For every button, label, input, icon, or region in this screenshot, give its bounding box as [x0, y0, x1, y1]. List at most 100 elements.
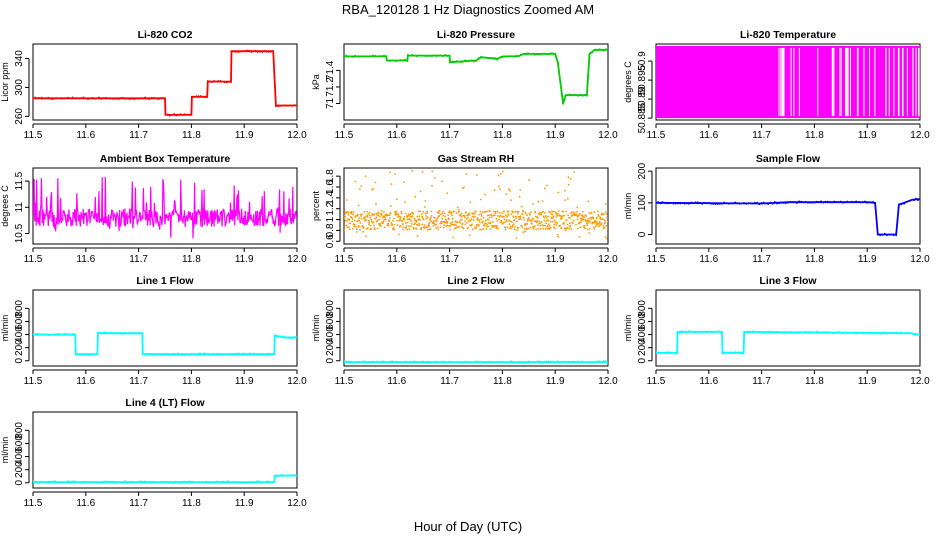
series-point: [487, 218, 490, 221]
series-point: [486, 210, 488, 213]
series-point: [87, 354, 90, 356]
series-point: [111, 98, 114, 100]
series-point: [465, 218, 468, 220]
series-point: [853, 332, 856, 335]
y-tick-label: 0: [14, 480, 25, 486]
y-tick-label: 1: [325, 216, 336, 222]
series-point: [435, 223, 438, 226]
series-point: [794, 332, 796, 334]
series-point: [219, 79, 222, 82]
series-point: [452, 236, 454, 239]
series-point: [699, 201, 701, 204]
x-tick-label: 11.9: [858, 376, 877, 387]
series-point: [96, 352, 99, 355]
series-point: [124, 480, 126, 483]
series-point: [106, 480, 109, 483]
series-point: [407, 225, 410, 228]
y-tick-label: 0.6: [325, 234, 336, 248]
series-point: [230, 65, 233, 67]
series-point: [424, 361, 427, 364]
series-point: [212, 353, 214, 355]
series-point: [559, 214, 562, 217]
series-point: [512, 211, 514, 214]
series-point: [743, 202, 745, 204]
series-point: [67, 96, 70, 99]
series-point: [351, 228, 354, 230]
series-point: [271, 481, 273, 484]
x-tick-label: 11.5: [335, 254, 354, 265]
series-point: [544, 228, 547, 230]
series-point: [466, 222, 469, 224]
series-point: [438, 214, 441, 217]
series-point: [552, 360, 554, 363]
y-tick-label: 400: [14, 326, 25, 343]
series-point: [576, 206, 579, 209]
series-point: [677, 202, 679, 205]
series-point: [537, 217, 539, 219]
series-point: [490, 214, 493, 217]
series-point: [141, 332, 144, 335]
plot-frame: [32, 289, 298, 367]
series-point: [289, 104, 291, 107]
series-point: [583, 216, 586, 219]
series-point: [817, 201, 820, 203]
series-point: [358, 361, 361, 363]
series-point: [383, 218, 386, 221]
series-point: [99, 331, 102, 334]
series-point: [172, 482, 175, 484]
series-point: [206, 96, 209, 98]
series-point: [368, 214, 371, 217]
series-point: [549, 211, 551, 214]
series-point: [196, 481, 199, 484]
series-point: [483, 224, 486, 227]
series-point: [457, 208, 460, 211]
series-point: [466, 60, 469, 62]
series-point: [353, 225, 355, 228]
series-point: [400, 361, 403, 364]
series-point: [516, 229, 518, 231]
series-point: [40, 480, 43, 483]
series-point: [403, 216, 406, 218]
series-point: [574, 360, 576, 363]
series-point: [793, 201, 796, 203]
series-point: [45, 482, 48, 484]
x-tick-label: 11.9: [235, 376, 254, 387]
series-point: [139, 332, 142, 334]
series-point: [234, 352, 236, 355]
series-point: [183, 354, 186, 356]
series-point: [258, 480, 260, 483]
y-axis-label: ml/min: [0, 315, 10, 342]
series-point: [96, 342, 99, 345]
series-point: [593, 221, 595, 224]
series-point: [444, 212, 446, 215]
series-point: [669, 352, 672, 355]
series-point: [879, 333, 882, 335]
series-point: [511, 224, 514, 227]
series-point: [451, 214, 454, 217]
series-point: [400, 212, 403, 215]
series-point: [868, 201, 871, 204]
series-point: [198, 481, 201, 483]
series-point: [82, 480, 85, 483]
series-point: [74, 353, 77, 356]
series-point: [427, 226, 430, 228]
series-point: [439, 222, 442, 225]
series-point: [659, 352, 662, 355]
series-point: [349, 55, 352, 58]
series-point: [765, 331, 768, 334]
series-point: [376, 55, 379, 58]
series-point: [578, 214, 580, 216]
y-tick-label: 200: [637, 339, 648, 356]
series-point: [492, 361, 495, 363]
panel-title: Line 3 Flow: [759, 275, 817, 287]
series-group: [33, 176, 297, 239]
x-tick-label: 11.8: [805, 376, 824, 387]
series-point: [571, 360, 574, 363]
series-point: [423, 206, 426, 209]
series-point: [78, 481, 80, 484]
series-point: [388, 214, 391, 217]
series-point: [532, 217, 535, 220]
x-tick-label: 11.7: [752, 130, 771, 141]
series-point: [429, 219, 431, 222]
x-tick-label: 11.7: [440, 130, 459, 141]
